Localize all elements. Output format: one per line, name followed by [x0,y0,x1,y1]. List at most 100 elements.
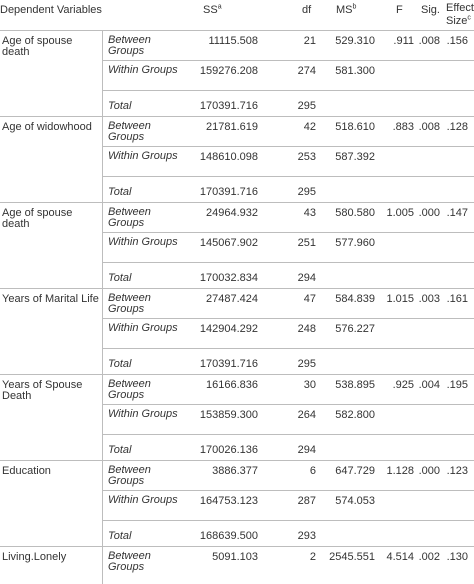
row-divider [102,348,474,349]
column-divider [102,30,103,116]
header-ms-sup: b [352,3,357,11]
ss-value: 170032.834 [199,272,258,284]
source-label: Total [108,444,132,456]
effect-size-value: .147 [446,207,468,219]
table-row: Within Groups 164753.123 287 574.053 [0,490,474,520]
ms-value: 587.392 [335,151,375,163]
column-divider [102,546,103,584]
ms-value: 2545.551 [329,551,375,563]
ss-value: 24964.932 [206,207,258,219]
ss-value: 148610.098 [199,151,258,163]
column-divider [102,202,103,288]
df-value: 294 [297,444,316,456]
dependent-variable-label: Age of spouse death [2,207,73,230]
column-divider [102,288,103,374]
table-row: Total 170391.716 295 [0,348,474,378]
dependent-variable-label: Years of Spouse Death [2,379,83,402]
row-divider [102,262,474,263]
dependent-variable-label: Age of spouse death [2,35,73,58]
table-row: Between Groups 11115.508 21 529.310 .911 .008… [0,30,474,60]
ss-value: 5091.103 [212,551,258,563]
ss-value: 170391.716 [199,186,258,198]
df-value: 294 [297,272,316,284]
header-ms-label: MS [336,4,353,16]
df-value: 293 [297,530,316,542]
ss-value: 170391.716 [199,358,258,370]
source-label: Between Groups [108,34,151,57]
source-label: Between Groups [108,120,151,143]
df-value: 21 [303,35,316,47]
table-row: Total 170032.834 294 [0,262,474,292]
table-row: Within Groups 148610.098 253 587.392 [0,146,474,176]
row-divider [102,146,474,147]
header-f: F [396,4,403,16]
sig-value: .004 [418,379,440,391]
row-divider [102,404,474,405]
df-value: 2 [309,551,316,563]
effect-size-value: .161 [446,293,468,305]
source-label: Between Groups [108,292,151,315]
sig-value: .008 [418,121,440,133]
df-value: 30 [303,379,316,391]
table-row: Between Groups 24964.932 43 580.580 1.005 .00… [0,202,474,232]
ss-value: 11115.508 [208,35,258,47]
source-label: Between Groups [108,464,151,487]
row-divider [102,434,474,435]
header-dependent-variables: Dependent Variables [0,4,102,16]
effect-size-value: .156 [446,35,468,47]
effect-size-value: .123 [446,465,468,477]
dependent-variable-label: Years of Marital Life [2,293,99,305]
header-df: df [302,4,312,16]
f-value: .925 [392,379,414,391]
table-row: Total 170391.716 295 [0,90,474,120]
row-divider [102,520,474,521]
header-ms: MSb [336,3,357,16]
df-value: 42 [303,121,316,133]
column-divider [102,460,103,546]
table-row: Total 170026.136 294 [0,434,474,464]
df-value: 251 [297,237,316,249]
sig-value: .000 [418,465,440,477]
source-label: Within Groups [108,236,178,248]
header-effect-line1: Effect [446,2,474,14]
header-ss: SSa [203,3,222,16]
row-divider [102,90,474,91]
ss-value: 170026.136 [199,444,258,456]
row-divider [102,490,474,491]
table-row: Within Groups 145067.902 251 577.960 [0,232,474,262]
header-effect-size: Effect Sizec [446,3,474,27]
table-row: Total 168639.500 293 [0,520,474,550]
df-value: 287 [297,495,316,507]
header-effect-line2: Size [446,15,468,27]
source-label: Between Groups [108,206,151,229]
ss-value: 16166.836 [206,379,258,391]
row-divider [102,60,474,61]
header-effect-line2-wrap: Sizec [446,14,474,27]
row-divider [102,232,474,233]
row-divider [102,176,474,177]
header-ss-sup: a [217,3,222,11]
effect-size-value: .128 [446,121,468,133]
header-ss-label: SS [203,4,218,16]
group-divider [0,116,474,117]
ss-value: 164753.123 [199,495,258,507]
source-label: Within Groups [108,494,178,506]
ms-value: 647.729 [335,465,375,477]
f-value: 1.015 [386,293,414,305]
ss-value: 153859.300 [199,409,258,421]
ms-value: 529.310 [335,35,375,47]
table-row: Between Groups 21781.619 42 518.610 .883 .008… [0,116,474,146]
table-row: Between Groups 27487.424 47 584.839 1.015 .00… [0,288,474,318]
dependent-variable-label: Age of widowhood [2,121,92,133]
group-divider [0,460,474,461]
df-value: 47 [303,293,316,305]
sig-value: .000 [418,207,440,219]
group-divider [0,202,474,203]
ms-value: 581.300 [335,65,375,77]
table-row: Within Groups 159276.208 274 581.300 [0,60,474,90]
source-label: Total [108,100,132,112]
column-divider [102,116,103,202]
df-value: 253 [297,151,316,163]
ss-value: 3886.377 [212,465,258,477]
df-value: 295 [297,186,316,198]
